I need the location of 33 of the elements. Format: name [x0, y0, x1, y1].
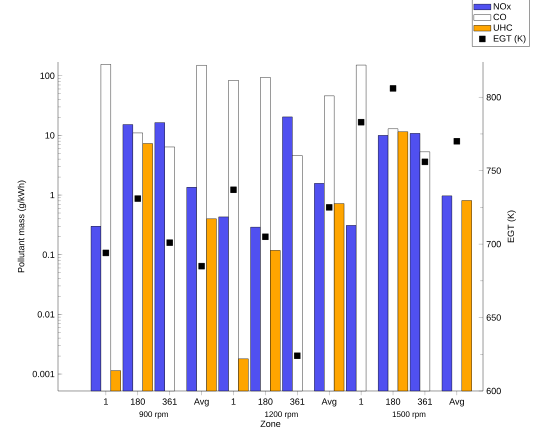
- x-axis-title: Zone: [260, 420, 280, 427]
- x-tick-label: 361: [418, 398, 432, 405]
- x-tick-label: Avg: [449, 398, 464, 406]
- x-tick-label: 1: [359, 398, 364, 405]
- y-tick-label: 0.1: [42, 252, 54, 258]
- legend-label: UHC: [494, 24, 512, 31]
- x-tick-label: 180: [258, 398, 273, 405]
- x-tick-label: Avg: [322, 398, 336, 406]
- y-tick-label: 100: [40, 72, 54, 79]
- text: 1200 rpm: [265, 411, 298, 419]
- x-tick-label: Avg: [194, 398, 209, 406]
- y2-tick-label: 650: [486, 314, 501, 321]
- y-tick-label: 1: [50, 192, 54, 198]
- legend-label: NOx: [494, 3, 511, 10]
- x-tick-label: 361: [162, 398, 177, 405]
- legend-label: EGT (K): [494, 35, 526, 44]
- y-tick-label: 10: [45, 132, 54, 139]
- x-tick-label: 180: [130, 398, 145, 405]
- x-tick-label: 1: [232, 398, 236, 405]
- x-tick-label: 361: [290, 398, 304, 405]
- y2-tick-label: 600: [486, 388, 501, 394]
- y-axis-title: Pollutant mass (g/kWh): [18, 180, 26, 272]
- x-tick-label: 180: [386, 398, 400, 405]
- y-tick-label: 0.001: [32, 370, 54, 378]
- y2-axis-title: EGT (K): [507, 210, 516, 242]
- text: 1500 rpm: [392, 411, 426, 419]
- text: 900 rpm: [139, 411, 168, 419]
- y2-tick-label: 800: [486, 94, 501, 100]
- y-tick-label: 0.01: [38, 311, 54, 318]
- legend-label: CO: [494, 14, 506, 20]
- y2-tick-label: 700: [486, 240, 501, 248]
- x-tick-label: 1: [104, 398, 108, 405]
- y2-tick-label: 750: [486, 167, 501, 174]
